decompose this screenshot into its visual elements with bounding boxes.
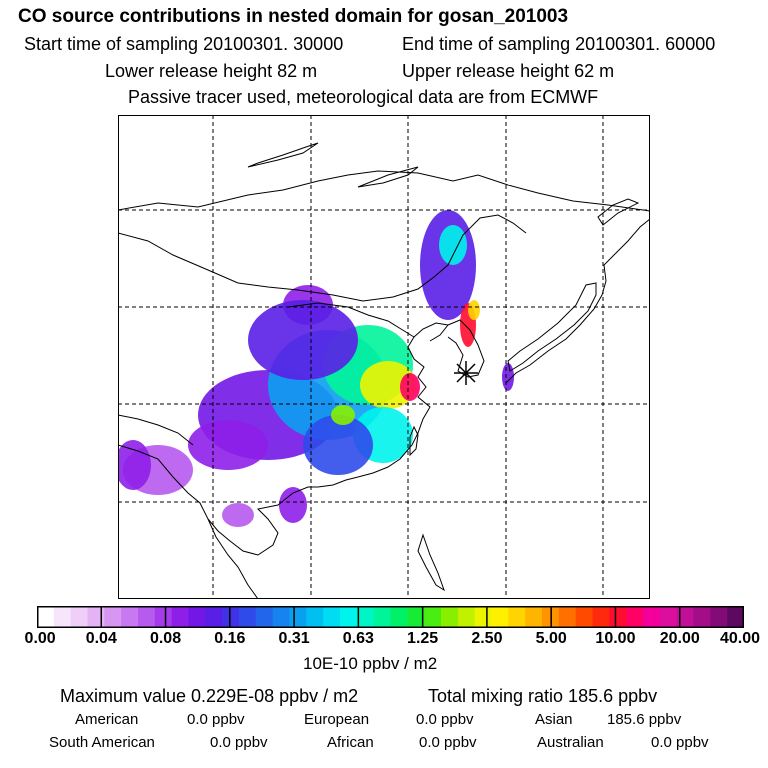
- receptor-marker: [454, 361, 478, 385]
- australian-value: 0.0 ppbv: [651, 734, 709, 751]
- contribution-blob: [400, 373, 420, 401]
- colorbar-cell: [457, 606, 476, 628]
- colorbar-cell: [727, 606, 744, 628]
- colorbar-cell: [558, 606, 577, 628]
- european-label: European: [304, 711, 370, 728]
- colorbar-cell: [474, 606, 493, 628]
- source-contribution-map: [118, 115, 650, 599]
- african-label: African: [327, 734, 374, 751]
- colorbar-cell: [289, 606, 307, 628]
- colorbar-cell: [643, 606, 661, 628]
- colorbar-cell: [525, 606, 543, 628]
- colorbar-cell: [70, 606, 89, 628]
- south-american-label: South American: [49, 734, 155, 751]
- colorbar-cell: [592, 606, 610, 628]
- colorbar-tick-label: 40.00: [719, 630, 761, 647]
- colorbar-cell: [188, 606, 206, 628]
- contribution-field: [118, 210, 514, 527]
- colorbar-tick-label: 0.00: [24, 630, 56, 647]
- colorbar-cell: [373, 606, 392, 628]
- maximum-value: Maximum value 0.229E-08 ppbv / m2: [60, 686, 359, 706]
- colorbar-cell: [323, 606, 341, 628]
- colorbar-cell: [87, 606, 105, 628]
- colorbar-cell: [491, 606, 509, 628]
- colorbar-cell: [441, 606, 459, 628]
- colorbar-cell: [508, 606, 526, 628]
- upper-release-height: Upper release height 62 m: [402, 61, 615, 81]
- colorbar-cell: [171, 606, 190, 628]
- colorbar-cell: [424, 606, 442, 628]
- colorbar-tick-label: 0.63: [342, 630, 374, 647]
- colorbar: [37, 606, 744, 628]
- contribution-blob: [439, 225, 467, 265]
- european-value: 0.0 ppbv: [416, 711, 474, 728]
- colorbar-cell: [37, 606, 55, 628]
- colorbar-cell: [407, 606, 425, 628]
- colorbar-cell: [138, 606, 156, 628]
- colorbar-tick-label: 20.00: [659, 630, 700, 647]
- colorbar-cell: [104, 606, 122, 628]
- colorbar-tick-label: 5.00: [535, 630, 567, 647]
- colorbar-tick-label: 0.31: [278, 630, 310, 647]
- south-american-value: 0.0 ppbv: [210, 734, 268, 751]
- american-value: 0.0 ppbv: [187, 711, 245, 728]
- colorbar-unit: 10E-10 ppbv / m2: [303, 654, 438, 673]
- plot-title: CO source contributions in nested domain…: [18, 6, 569, 27]
- colorbar-cell: [626, 606, 644, 628]
- colorbar-tick-label: 10.00: [595, 630, 636, 647]
- contribution-blob: [468, 300, 480, 320]
- colorbar-cell: [222, 606, 240, 628]
- colorbar-cell: [205, 606, 223, 628]
- contribution-blob: [279, 487, 307, 523]
- contribution-blob: [188, 420, 268, 470]
- colorbar-cell: [239, 606, 257, 628]
- colorbar-tick-label: 0.08: [149, 630, 182, 647]
- tracer-note: Passive tracer used, meteorological data…: [128, 87, 599, 107]
- colorbar-tick-label: 0.16: [214, 630, 246, 647]
- colorbar-tick-label: 0.04: [85, 630, 117, 647]
- colorbar-cell: [340, 606, 358, 628]
- colorbar-tick-label: 1.25: [407, 630, 439, 647]
- colorbar-cell: [390, 606, 408, 628]
- asian-value: 185.6 ppbv: [607, 711, 682, 728]
- sampling-start-time: Start time of sampling 20100301. 30000: [24, 34, 344, 54]
- colorbar-cell: [659, 606, 678, 628]
- total-mixing-ratio: Total mixing ratio 185.6 ppbv: [428, 686, 658, 706]
- african-value: 0.0 ppbv: [419, 734, 477, 751]
- contribution-blob: [331, 405, 355, 425]
- colorbar-cell: [676, 606, 695, 628]
- colorbar-cell: [693, 606, 711, 628]
- colorbar-cell: [575, 606, 594, 628]
- colorbar-tick-label: 2.50: [471, 630, 503, 647]
- colorbar-cell: [609, 606, 627, 628]
- contribution-blob: [222, 503, 254, 527]
- lat-lon-grid: [118, 115, 650, 599]
- colorbar-cell: [306, 606, 324, 628]
- contribution-blob: [360, 361, 416, 409]
- colorbar-cell: [121, 606, 139, 628]
- colorbar-cell: [356, 606, 375, 628]
- colorbar-cell: [710, 606, 728, 628]
- sampling-end-time: End time of sampling 20100301. 60000: [402, 34, 716, 54]
- colorbar-cell: [272, 606, 291, 628]
- colorbar-cell: [154, 606, 173, 628]
- australian-label: Australian: [537, 734, 604, 751]
- colorbar-cell: [255, 606, 274, 628]
- lower-release-height: Lower release height 82 m: [105, 61, 318, 81]
- contribution-blob: [303, 415, 373, 475]
- asian-label: Asian: [535, 711, 573, 728]
- colorbar-cell: [53, 606, 72, 628]
- coastlines: [118, 142, 650, 599]
- contribution-blob: [248, 300, 358, 380]
- american-label: American: [75, 711, 139, 728]
